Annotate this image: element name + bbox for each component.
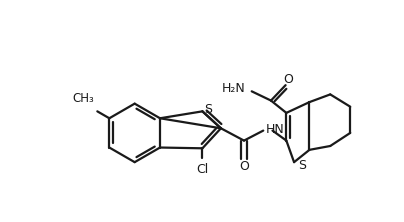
Text: S: S (298, 159, 306, 172)
Text: H₂N: H₂N (222, 82, 246, 95)
Text: Cl: Cl (196, 163, 208, 176)
Text: O: O (239, 160, 249, 173)
Text: HN: HN (265, 123, 284, 136)
Text: O: O (284, 73, 294, 85)
Text: S: S (204, 103, 213, 116)
Text: CH₃: CH₃ (72, 92, 94, 105)
